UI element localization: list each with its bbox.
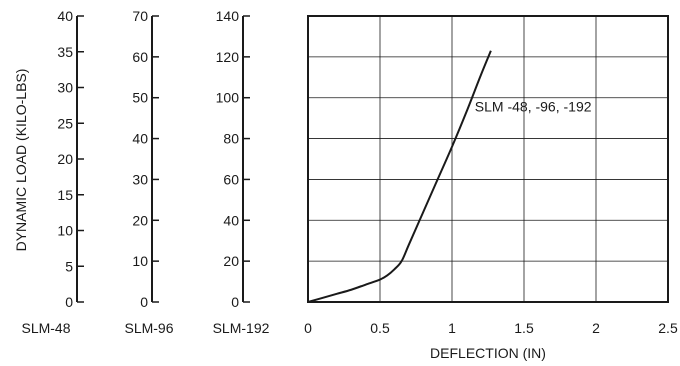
y-tick-label: 40 (223, 212, 239, 228)
x-tick-label: 0 (304, 320, 312, 336)
x-axis-label: DEFLECTION (IN) (430, 345, 546, 361)
y-axis-name: SLM-96 (124, 320, 173, 336)
y-tick-label: 30 (132, 171, 148, 187)
y-tick-label: 60 (132, 49, 148, 65)
plot-area: 0 0.5 1 1.5 2 2.5 SLM -48, -96, -192 (304, 15, 678, 336)
y-tick-label: 120 (216, 49, 240, 65)
y-tick-label: 35 (57, 44, 73, 60)
y-tick-label: 20 (132, 212, 148, 228)
y-tick-label: 0 (65, 294, 73, 310)
x-tick-label: 0.5 (370, 320, 390, 336)
x-tick-label: 2.5 (658, 320, 678, 336)
y-tick-label: 15 (57, 187, 73, 203)
y-tick-label: 50 (132, 90, 148, 106)
y-axis-slm-48: 0 5 10 15 20 25 30 35 40 SLM-48 (21, 8, 84, 336)
y-tick-label: 40 (132, 131, 148, 147)
x-tick-label: 1.5 (514, 320, 534, 336)
y-tick-label: 0 (140, 294, 148, 310)
y-axis-slm-96: 0 10 20 30 40 50 60 70 SLM-96 (124, 8, 173, 336)
y-tick-label: 25 (57, 115, 73, 131)
y-tick-label: 70 (132, 8, 148, 24)
x-tick-label: 1 (448, 320, 456, 336)
y-tick-label: 10 (57, 223, 73, 239)
y-axis-slm-192: 0 20 40 60 80 100 120 140 SLM-192 (213, 8, 270, 336)
y-tick-label: 80 (223, 131, 239, 147)
plot-frame (307, 15, 669, 303)
y-tick-label: 140 (216, 8, 240, 24)
y-axis-name: SLM-192 (213, 320, 270, 336)
grid (308, 16, 668, 302)
y-axis-name: SLM-48 (21, 320, 70, 336)
x-tick-label: 2 (592, 320, 600, 336)
y-tick-label: 0 (231, 294, 239, 310)
y-tick-label: 20 (223, 253, 239, 269)
series-line (307, 50, 492, 303)
y-tick-label: 30 (57, 80, 73, 96)
y-axes: 0 5 10 15 20 25 30 35 40 SLM-48 0 10 20 30 40 50 60 70 SLM… (21, 8, 269, 336)
y-tick-label: 5 (65, 258, 73, 274)
y-tick-label: 60 (223, 171, 239, 187)
series-label: SLM -48, -96, -192 (475, 99, 592, 115)
y-tick-label: 10 (132, 253, 148, 269)
y-tick-label: 20 (57, 151, 73, 167)
y-axis-label: DYNAMIC LOAD (KILO-LBS) (13, 69, 29, 252)
y-tick-label: 40 (57, 8, 73, 24)
y-tick-label: 100 (216, 90, 240, 106)
